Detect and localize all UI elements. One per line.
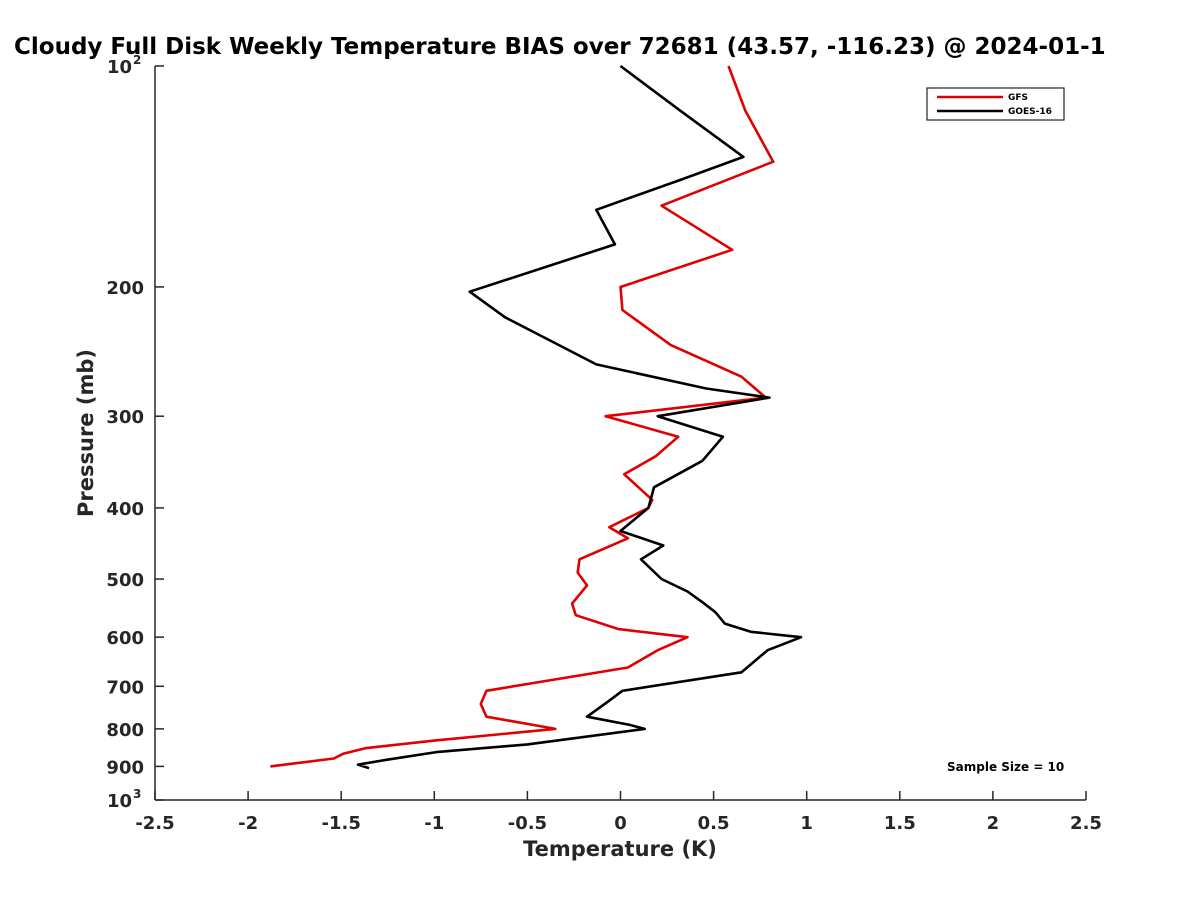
legend-label-goes16: GOES-16 xyxy=(1008,107,1052,117)
x-tick-label: -2 xyxy=(238,813,258,834)
y-tick-exponent: 2 xyxy=(133,53,141,67)
y-tick-label: 10 xyxy=(107,791,132,812)
x-ticks: -2.5 -2 -1.5 -1 -0.5 0 0.5 1 1.5 2 2.5 xyxy=(135,791,1102,834)
x-tick-label: -1.5 xyxy=(322,813,361,834)
y-tick-label: 400 xyxy=(106,499,144,520)
series-line-gfs xyxy=(270,65,775,768)
y-tick-label: 300 xyxy=(106,407,144,428)
chart-title: Cloudy Full Disk Weekly Temperature BIAS… xyxy=(14,34,1106,60)
y-tick-exponent: 3 xyxy=(133,787,141,801)
x-tick-label: 2 xyxy=(987,813,1000,834)
legend-label-gfs: GFS xyxy=(1008,93,1028,103)
series-layer xyxy=(270,64,803,770)
x-tick-label: 1.5 xyxy=(884,813,916,834)
y-tick-label: 900 xyxy=(106,757,144,778)
y-tick-label: 200 xyxy=(106,278,144,299)
y-axis-label: Pressure (mb) xyxy=(74,349,98,517)
y-tick-label: 10 xyxy=(107,57,132,78)
series-line-goes16 xyxy=(356,64,803,770)
x-tick-label: 1 xyxy=(800,813,813,834)
y-tick-label: 800 xyxy=(106,720,144,741)
y-tick-label: 700 xyxy=(106,677,144,698)
x-tick-label: 2.5 xyxy=(1070,813,1102,834)
y-tick-label: 600 xyxy=(106,628,144,649)
x-tick-label: -2.5 xyxy=(135,813,174,834)
sample-size-annotation: Sample Size = 10 xyxy=(947,760,1064,774)
x-axis-label: Temperature (K) xyxy=(523,837,717,861)
x-tick-label: -1 xyxy=(424,813,444,834)
x-tick-label: 0.5 xyxy=(698,813,730,834)
legend: GFS GOES-16 xyxy=(926,87,1065,121)
y-tick-label: 500 xyxy=(106,570,144,591)
x-tick-label: -0.5 xyxy=(508,813,547,834)
legend-box xyxy=(926,87,1065,121)
axes xyxy=(154,66,1086,801)
x-tick-label: 0 xyxy=(614,813,627,834)
